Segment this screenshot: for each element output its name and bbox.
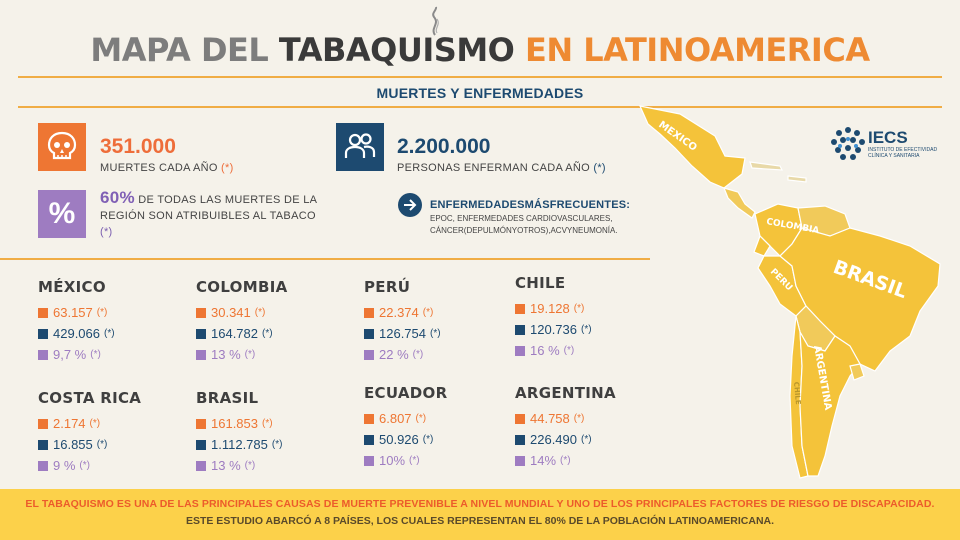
smoke-icon <box>432 6 439 36</box>
country-percent: 9,7 % (*) <box>38 344 115 365</box>
percent-value: 60% <box>100 188 135 207</box>
arrow-right-icon <box>398 193 422 217</box>
section-title: MUERTES Y ENFERMEDADES <box>376 85 584 101</box>
country-deaths: 19.128 (*) <box>515 298 592 319</box>
country-deaths: 6.807 (*) <box>364 408 447 429</box>
country-name: ECUADOR <box>364 384 448 402</box>
iecs-logo <box>831 127 865 160</box>
people-icon <box>336 123 384 171</box>
country-percent: 14% (*) <box>515 450 616 471</box>
country-deaths: 63.157 (*) <box>38 302 115 323</box>
country-sick: 120.736 (*) <box>515 319 592 340</box>
sick-value: 2.200.000 <box>397 135 491 158</box>
country-sick: 126.754 (*) <box>364 323 441 344</box>
country-percent: 9 % (*) <box>38 455 141 476</box>
footer-line-1: EL TABAQUISMO ES UNA DE LAS PRINCIPALES … <box>25 498 935 510</box>
skull-icon <box>38 123 86 171</box>
country-block-argentina: ARGENTINA 44.758 (*) 226.490 (*) 14% (*) <box>515 384 616 471</box>
country-sick: 226.490 (*) <box>515 429 616 450</box>
percent-description: DE TODAS LAS MUERTES DE LA REGIÓN SON AT… <box>100 194 317 222</box>
map-argentina <box>799 331 861 477</box>
percent-stat: 60% DE TODAS LAS MUERTES DE LA REGIÓN SO… <box>100 188 320 240</box>
country-sick: 50.926 (*) <box>364 429 447 450</box>
country-deaths: 161.853 (*) <box>196 413 282 434</box>
logo-subtitle: INSTITUTO DE EFECTIVIDAD CLÍNICA Y SANIT… <box>868 147 938 159</box>
page-title: MAPA DEL TABAQUISMO EN LATINOAMERICA <box>0 30 960 70</box>
country-deaths: 44.758 (*) <box>515 408 616 429</box>
country-block-peru: PERÚ 22.374 (*) 126.754 (*) 22 % (*) <box>364 278 441 365</box>
country-block-costa-rica: COSTA RICA 2.174 (*) 16.855 (*) 9 % (*) <box>38 389 141 476</box>
country-name: BRASIL <box>196 389 259 407</box>
title-part-2: TABAQUISMO <box>278 31 515 69</box>
map-label-chile: CHILE <box>792 381 802 405</box>
title-part-1: MAPA DEL <box>90 31 269 69</box>
latin-america-map: MEXICO COLOMBIA PERU BRASIL ARGENTINA CH… <box>638 105 941 479</box>
sick-label: PERSONAS ENFERMAN CADA AÑO <box>397 162 591 174</box>
map-brasil <box>779 227 941 372</box>
country-percent: 13 % (*) <box>196 344 287 365</box>
map-caribbean <box>749 161 807 183</box>
map-uruguay <box>849 363 865 381</box>
deaths-asterisk: (*) <box>221 162 234 174</box>
footer-banner: EL TABAQUISMO ES UNA DE LAS PRINCIPALES … <box>0 489 960 540</box>
country-name: MÉXICO <box>38 278 106 296</box>
country-deaths: 2.174 (*) <box>38 413 141 434</box>
country-name: CHILE <box>515 274 566 292</box>
country-name: ARGENTINA <box>515 384 616 402</box>
logo-name: IECS <box>868 128 908 147</box>
country-percent: 16 % (*) <box>515 340 592 361</box>
sick-caption: PERSONAS ENFERMAN CADA AÑO (*) <box>397 162 606 174</box>
country-name: PERÚ <box>364 278 411 296</box>
stats-divider <box>0 258 650 260</box>
footer-line-2: ESTE ESTUDIO ABARCÓ A 8 PAÍSES, LOS CUAL… <box>185 515 775 527</box>
title-divider <box>18 76 942 78</box>
map-central-america <box>722 187 756 219</box>
percent-asterisk: (*) <box>100 226 113 238</box>
diseases-title: ENFERMEDADESMÁSFRECUENTES: <box>430 199 631 211</box>
percent-icon: % <box>38 190 86 238</box>
section-divider <box>18 106 942 108</box>
country-block-mexico: MÉXICO 63.157 (*) 429.066 (*) 9,7 % (*) <box>38 278 115 365</box>
country-name: COLOMBIA <box>196 278 288 296</box>
country-block-brasil: BRASIL 161.853 (*) 1.112.785 (*) 13 % (*) <box>196 389 282 476</box>
country-block-ecuador: ECUADOR 6.807 (*) 50.926 (*) 10% (*) <box>364 384 447 471</box>
country-sick: 1.112.785 (*) <box>196 434 282 455</box>
deaths-value: 351.000 <box>100 135 176 158</box>
deaths-label: MUERTES CADA AÑO <box>100 162 218 174</box>
country-percent: 10% (*) <box>364 450 447 471</box>
title-part-3: EN LATINOAMERICA <box>525 31 870 69</box>
country-percent: 22 % (*) <box>364 344 441 365</box>
country-deaths: 22.374 (*) <box>364 302 441 323</box>
country-sick: 164.782 (*) <box>196 323 287 344</box>
sick-asterisk: (*) <box>593 162 606 174</box>
country-block-chile: CHILE 19.128 (*) 120.736 (*) 16 % (*) <box>515 274 592 361</box>
deaths-caption: MUERTES CADA AÑO (*) <box>100 162 234 174</box>
country-sick: 16.855 (*) <box>38 434 141 455</box>
country-block-colombia: COLOMBIA 30.341 (*) 164.782 (*) 13 % (*) <box>196 278 287 365</box>
country-name: COSTA RICA <box>38 389 142 407</box>
country-percent: 13 % (*) <box>196 455 282 476</box>
country-deaths: 30.341 (*) <box>196 302 287 323</box>
percent-symbol: % <box>48 197 76 230</box>
diseases-list: EPOC, ENFERMEDADES CARDIOVASCULARES, CÁN… <box>430 214 618 235</box>
country-sick: 429.066 (*) <box>38 323 115 344</box>
